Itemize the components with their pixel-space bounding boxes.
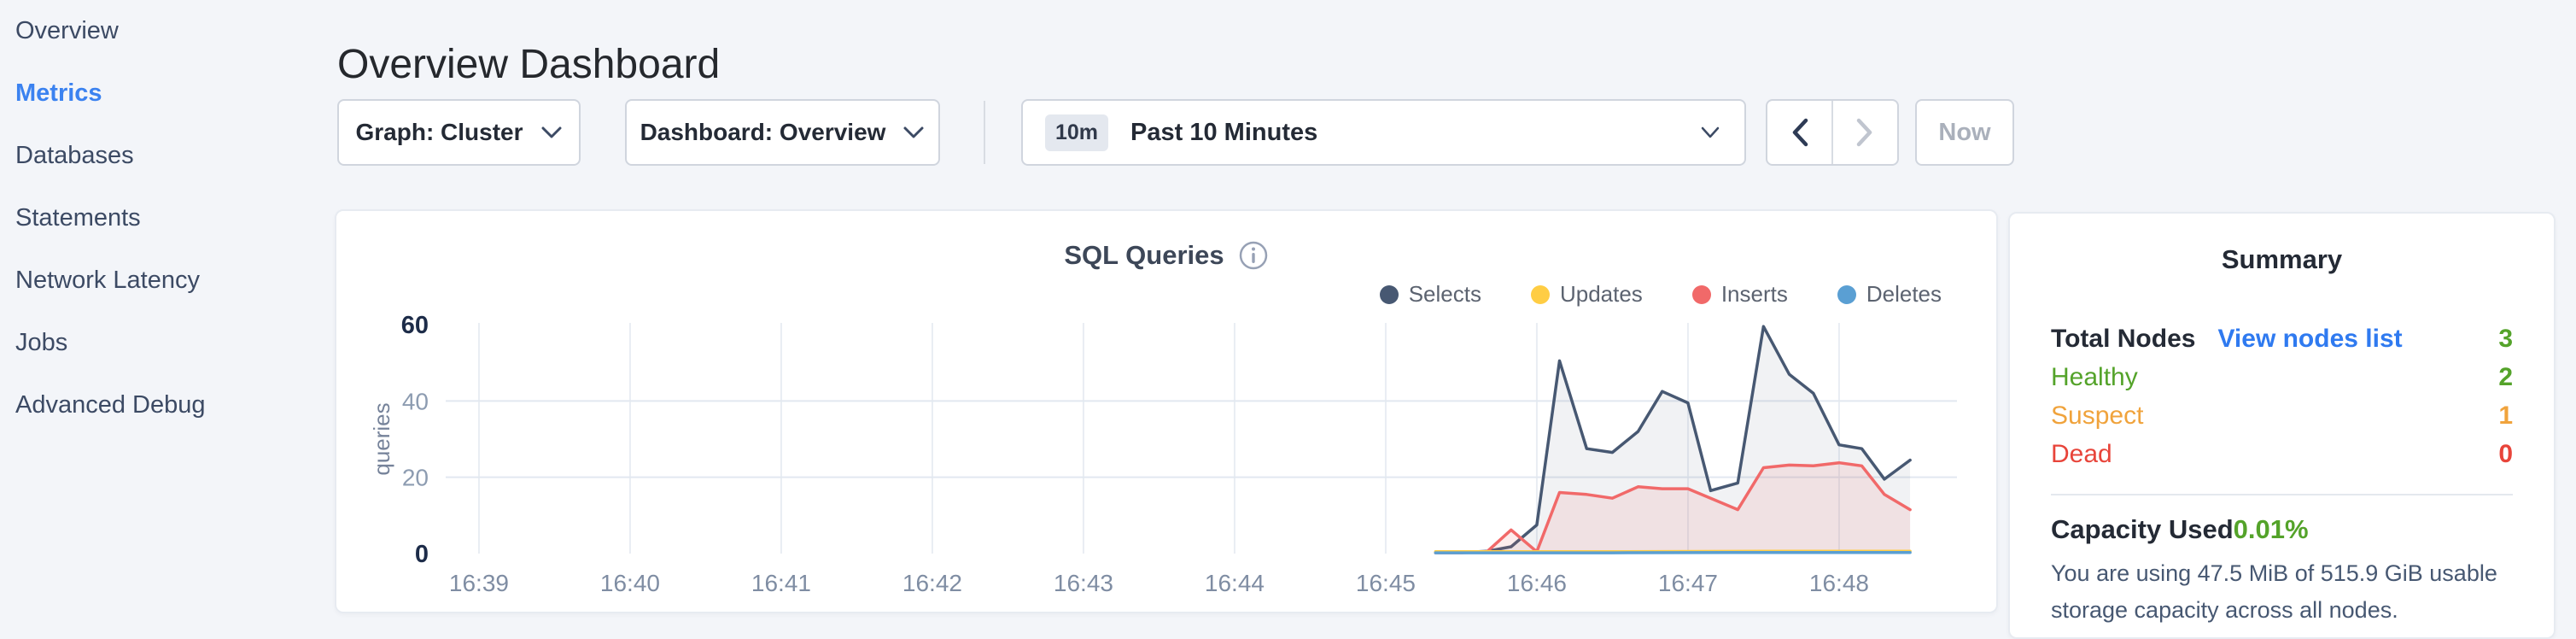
- sidebar-item-statements[interactable]: Statements: [15, 204, 141, 232]
- chart-legend: Selects Updates Inserts Deletes: [1379, 281, 1942, 308]
- dead-label: Dead: [2051, 440, 2112, 468]
- healthy-label: Healthy: [2051, 363, 2138, 391]
- sidebar-item-overview[interactable]: Overview: [15, 17, 119, 44]
- sidebar-item-databases[interactable]: Databases: [15, 142, 134, 169]
- legend-item-inserts[interactable]: Inserts: [1691, 281, 1788, 308]
- svg-text:16:42: 16:42: [902, 570, 962, 596]
- now-button-label: Now: [1938, 118, 1991, 146]
- deletes-dot-icon: [1837, 284, 1856, 304]
- suspect-label: Suspect: [2051, 402, 2144, 430]
- button-divider: [1831, 101, 1833, 164]
- sidebar-item-network-latency[interactable]: Network Latency: [15, 267, 200, 294]
- time-step-buttons: [1766, 99, 1899, 166]
- inserts-dot-icon: [1691, 284, 1711, 304]
- dashboard-dropdown[interactable]: Dashboard: Overview: [625, 99, 940, 166]
- svg-text:60: 60: [401, 312, 429, 339]
- time-range-badge: 10m: [1045, 114, 1109, 151]
- svg-text:16:46: 16:46: [1507, 570, 1567, 596]
- capacity-used-value: 0.01%: [2233, 514, 2309, 544]
- svg-text:20: 20: [402, 465, 429, 491]
- svg-text:16:43: 16:43: [1054, 570, 1113, 596]
- svg-text:16:39: 16:39: [449, 570, 509, 596]
- chevron-left-icon: [1792, 118, 1808, 147]
- graph-dropdown[interactable]: Graph: Cluster: [337, 99, 581, 166]
- time-forward-button[interactable]: [1833, 101, 1897, 164]
- dead-nodes-row: Dead 0: [2051, 440, 2513, 478]
- svg-text:0: 0: [415, 541, 429, 568]
- legend-label: Updates: [1559, 281, 1643, 307]
- legend-label: Deletes: [1866, 281, 1942, 307]
- chart-title: SQL Queries: [1064, 240, 1224, 270]
- time-back-button[interactable]: [1767, 101, 1831, 164]
- summary-divider: [2051, 494, 2513, 495]
- sidebar: Overview Metrics Databases Statements Ne…: [0, 0, 335, 624]
- suspect-nodes-row: Suspect 1: [2051, 402, 2513, 440]
- total-nodes-row: Total Nodes View nodes list 3: [2051, 325, 2513, 363]
- total-nodes-value: 3: [2498, 325, 2513, 353]
- sql-queries-chart-plot[interactable]: 16:39 16:40 16:41 16:42 16:43 16:44 16:45 16:46…: [336, 211, 1996, 612]
- svg-text:16:47: 16:47: [1658, 570, 1718, 596]
- legend-item-selects[interactable]: Selects: [1379, 281, 1481, 308]
- now-button[interactable]: Now: [1915, 99, 2014, 166]
- sidebar-item-advanced-debug[interactable]: Advanced Debug: [15, 391, 206, 419]
- capacity-used-row: Capacity Used 0.01%: [2051, 514, 2513, 545]
- summary-title: Summary: [2221, 244, 2343, 274]
- page-title: Overview Dashboard: [337, 42, 721, 88]
- svg-text:queries: queries: [369, 402, 394, 475]
- svg-text:16:40: 16:40: [600, 570, 660, 596]
- svg-text:16:45: 16:45: [1356, 570, 1416, 596]
- dead-value: 0: [2498, 440, 2513, 468]
- view-nodes-list-link[interactable]: View nodes list: [2217, 325, 2403, 353]
- time-range-label: Past 10 Minutes: [1130, 118, 1318, 146]
- dashboard-dropdown-label: Dashboard: Overview: [640, 119, 886, 145]
- chevron-down-icon: [903, 126, 924, 138]
- graph-dropdown-label: Graph: Cluster: [355, 119, 523, 145]
- chevron-right-icon: [1857, 118, 1872, 147]
- legend-label: Inserts: [1720, 281, 1788, 307]
- sidebar-item-metrics[interactable]: Metrics: [15, 79, 102, 107]
- healthy-value: 2: [2498, 363, 2513, 391]
- time-range-dropdown[interactable]: 10m Past 10 Minutes: [1021, 99, 1746, 166]
- legend-label: Selects: [1408, 281, 1481, 307]
- updates-dot-icon: [1530, 284, 1550, 304]
- total-nodes-label: Total Nodes: [2051, 325, 2196, 353]
- chevron-down-icon: [1701, 126, 1720, 138]
- capacity-used-label: Capacity Used: [2051, 514, 2234, 544]
- summary-panel: Summary Total Nodes View nodes list 3 He…: [2008, 212, 2556, 639]
- selects-dot-icon: [1379, 284, 1399, 304]
- legend-item-deletes[interactable]: Deletes: [1837, 281, 1942, 308]
- healthy-nodes-row: Healthy 2: [2051, 363, 2513, 402]
- controls-divider: [984, 101, 985, 164]
- suspect-value: 1: [2498, 402, 2513, 430]
- svg-text:40: 40: [402, 388, 429, 414]
- sidebar-item-jobs[interactable]: Jobs: [15, 329, 68, 356]
- svg-text:16:44: 16:44: [1205, 570, 1265, 596]
- legend-item-updates[interactable]: Updates: [1530, 281, 1643, 308]
- svg-text:16:41: 16:41: [751, 570, 811, 596]
- info-icon[interactable]: [1238, 240, 1269, 271]
- svg-text:16:48: 16:48: [1809, 570, 1869, 596]
- sql-queries-chart-card: SQL Queries Selects Updates Inserts Dele…: [335, 209, 1998, 613]
- chevron-down-icon: [541, 126, 562, 138]
- capacity-note: You are using 47.5 MiB of 515.9 GiB usab…: [2051, 560, 2497, 623]
